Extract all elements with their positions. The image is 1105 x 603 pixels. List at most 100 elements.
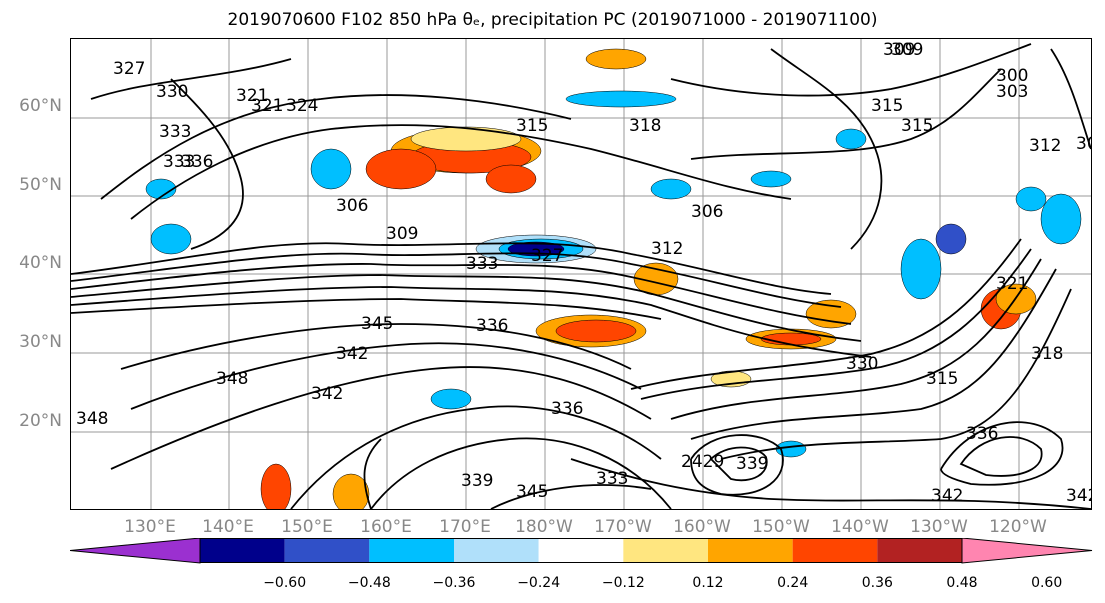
contour-value-label: 342 xyxy=(311,384,343,404)
theta-e-isoline xyxy=(770,48,883,250)
contour-value-label: 327 xyxy=(531,246,563,266)
longitude-label: 180°W xyxy=(515,517,573,537)
contour-value-label: 330 xyxy=(156,82,188,102)
theta-e-contours xyxy=(71,43,1091,509)
precip-anomaly-patch xyxy=(935,223,967,255)
theta-e-isoline xyxy=(110,366,652,470)
contour-value-label: 348 xyxy=(76,409,108,429)
colorbar-bin xyxy=(792,538,878,563)
longitude-label: 170°W xyxy=(594,517,652,537)
colorbar-bin xyxy=(284,538,370,563)
theta-e-isoline xyxy=(71,242,832,295)
contour-value-label: 333 xyxy=(596,469,628,489)
contour-value-label: 321 xyxy=(996,274,1028,294)
precip-anomaly-patch xyxy=(805,299,857,329)
contour-value-label: 342 xyxy=(931,486,963,506)
precip-anomaly-patch xyxy=(1015,186,1047,212)
contour-value-label: 2429 xyxy=(681,452,724,472)
theta-e-isoline xyxy=(670,258,1042,420)
contour-value-label: 348 xyxy=(216,369,248,389)
longitude-label: 130°E xyxy=(124,517,176,537)
precip-anomaly-patch xyxy=(555,319,637,343)
theta-e-isoline xyxy=(720,288,1072,460)
theta-e-isoline xyxy=(690,268,1057,440)
precip-anomaly-patch xyxy=(900,238,942,300)
contour-value-label: 315 xyxy=(901,116,933,136)
map-panel: 327 330 333 333 336 315 321 321 324 309 300 303 315 3… xyxy=(70,38,1092,510)
colorbar-tick-label: −0.24 xyxy=(517,575,561,591)
longitude-label: 140°W xyxy=(831,517,889,537)
contour-value-label: 339 xyxy=(736,454,768,474)
contour-value-label: 312 xyxy=(651,239,683,259)
contour-value-label: 336 xyxy=(476,316,508,336)
precip-anomaly-patch xyxy=(835,128,867,150)
latitude-label: 30°N xyxy=(19,332,62,352)
graticule xyxy=(71,39,1091,509)
theta-e-isoline xyxy=(100,94,572,200)
precip-anomaly-patch xyxy=(430,388,472,410)
theta-e-isoline xyxy=(490,484,652,509)
theta-e-isoline xyxy=(130,124,792,220)
colorbar-tick-label: −0.48 xyxy=(347,575,391,591)
contour-value-label: 336 xyxy=(966,424,998,444)
latitude-label: 20°N xyxy=(19,411,62,431)
theta-e-isoline xyxy=(670,43,1032,97)
longitude-label: 150°W xyxy=(752,517,810,537)
contour-value-label: 309 xyxy=(386,224,418,244)
contour-value-label: 315 xyxy=(926,369,958,389)
theta-e-isoline xyxy=(370,437,672,509)
colorbar-tick-label: 0.60 xyxy=(1031,575,1063,591)
colorbar-bin xyxy=(708,538,793,563)
contour-value-label: 339 xyxy=(461,471,493,491)
theta-e-isoline xyxy=(630,238,1022,390)
longitude-label: 160°E xyxy=(360,517,412,537)
longitude-label: 130°W xyxy=(910,517,968,537)
colorbar-tick-label: 0.36 xyxy=(861,575,893,591)
precip-anomaly-patch xyxy=(410,126,522,152)
theta-e-isoline xyxy=(71,263,852,325)
theta-e-isoline xyxy=(709,446,768,482)
precip-anomaly-patch xyxy=(565,90,677,108)
latitude-label: 40°N xyxy=(19,253,62,273)
contour-value-label: 330 xyxy=(846,354,878,374)
longitude-label: 140°E xyxy=(202,517,254,537)
theta-e-isoline xyxy=(130,342,642,410)
contour-value-label: 303 xyxy=(996,82,1028,102)
theta-e-isoline xyxy=(940,421,1064,486)
theta-e-isoline xyxy=(71,274,862,342)
contour-value-label: 321 xyxy=(236,86,268,106)
colorbar-tick-label: 0.24 xyxy=(777,575,809,591)
precip-anomaly-patch xyxy=(365,148,437,190)
contour-value-label: 321 xyxy=(251,96,283,116)
theta-e-isoline xyxy=(959,436,1043,477)
precip-anomaly-patch xyxy=(1040,193,1082,245)
contour-value-label: 345 xyxy=(516,482,548,502)
longitude-label: 120°W xyxy=(989,517,1047,537)
longitude-label: 170°E xyxy=(439,517,491,537)
precip-anomaly-patch xyxy=(310,148,352,190)
colorbar-bin xyxy=(877,538,962,563)
theta-e-isoline xyxy=(120,323,632,370)
contour-value-label: 336 xyxy=(551,399,583,419)
colorbar-upper-extend xyxy=(961,538,1093,564)
contour-value-label: 309 xyxy=(891,40,923,60)
contour-value-label: 315 xyxy=(871,96,903,116)
colorbar-tick-label: −0.36 xyxy=(432,575,476,591)
contour-value-label: 333 xyxy=(159,122,191,142)
contour-value-label: 327 xyxy=(113,59,145,79)
latitude-label: 50°N xyxy=(19,175,62,195)
colorbar-lower-extend xyxy=(70,538,201,564)
contour-value-label: 345 xyxy=(361,314,393,334)
theta-e-isoline xyxy=(290,405,662,509)
contour-value-label: 342 xyxy=(336,344,368,364)
contour-value-label: 315 xyxy=(516,116,548,136)
theta-e-isoline xyxy=(170,78,244,250)
precipitation-shading xyxy=(145,48,1082,509)
theta-e-isoline xyxy=(640,248,1032,400)
contour-value-label: 312 xyxy=(1029,136,1061,156)
precip-anomaly-patch xyxy=(585,48,647,70)
contour-value-label: 342 xyxy=(1066,486,1091,506)
colorbar-tick-label: 0.12 xyxy=(692,575,724,591)
theta-e-isoline xyxy=(71,298,662,320)
